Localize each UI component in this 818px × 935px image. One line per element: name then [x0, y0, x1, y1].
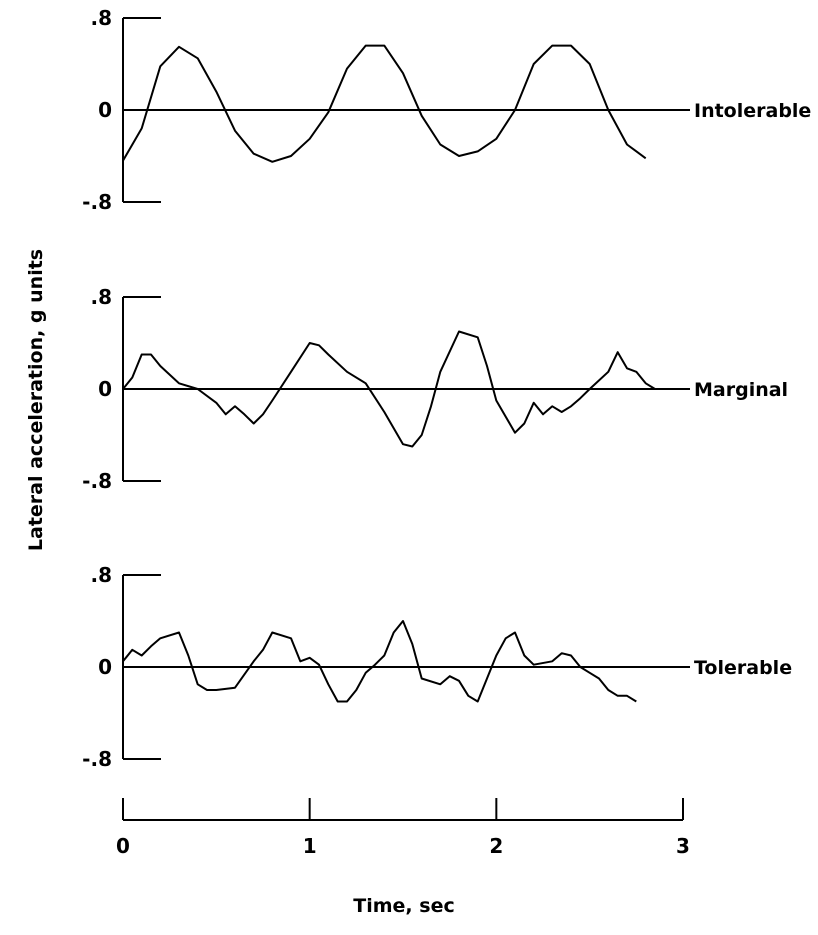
- y-tick-label: .8: [90, 6, 112, 30]
- x-tick-label: 1: [303, 834, 317, 858]
- x-tick-label: 2: [489, 834, 503, 858]
- trace-tolerable: [122, 620, 637, 703]
- x-tick-label: 0: [116, 834, 130, 858]
- y-tick-label: -.8: [82, 469, 112, 493]
- trace-intolerable: [122, 44, 647, 163]
- panel-marginal: .8 0 -.8 Marginal: [82, 285, 788, 493]
- x-tick-label: 3: [676, 834, 690, 858]
- x-axis-label: Time, sec: [353, 895, 454, 917]
- y-tick-label: -.8: [82, 747, 112, 771]
- y-tick-label: 0: [98, 655, 112, 679]
- y-tick-label: .8: [90, 285, 112, 309]
- trace-label-marginal: Marginal: [694, 379, 788, 401]
- y-tick-label: 0: [98, 98, 112, 122]
- trace-label-tolerable: Tolerable: [694, 657, 792, 679]
- trace-marginal: [122, 330, 656, 448]
- panel-intolerable: .8 0 -.8 Intolerable: [82, 6, 811, 214]
- y-tick-label: .8: [90, 563, 112, 587]
- y-tick-label: 0: [98, 377, 112, 401]
- panels-group: .8 0 -.8 Intolerable .8 0 -.8 Marginal .8 0 -.8 Tol…: [82, 6, 811, 771]
- trace-label-intolerable: Intolerable: [694, 100, 811, 122]
- y-tick-label: -.8: [82, 190, 112, 214]
- panel-tolerable: .8 0 -.8 Tolerable: [82, 563, 792, 771]
- y-axis-label: Lateral acceleration, g units: [25, 249, 47, 551]
- time-axis: 0 1 2 3: [116, 798, 690, 858]
